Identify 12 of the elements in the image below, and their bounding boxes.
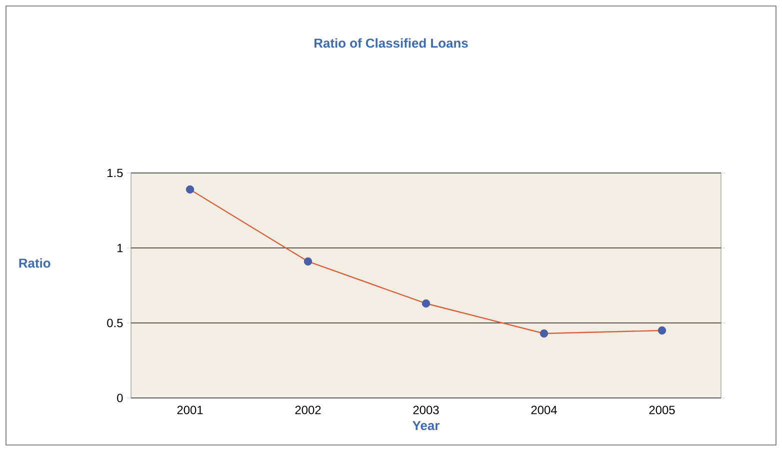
x-tick-label: 2003: [413, 406, 439, 414]
x-tick-label: 2005: [649, 406, 675, 414]
x-axis-title: Year: [412, 421, 440, 430]
y-tick-label: 0: [117, 394, 123, 402]
chart-title: Ratio of Classified Loans: [314, 38, 468, 48]
x-tick-label: 2004: [531, 406, 557, 414]
y-axis-title: Ratio: [19, 258, 50, 268]
y-tick-label: 1: [117, 244, 123, 252]
y-tick-label: 0.5: [107, 318, 123, 328]
x-tick-label: 2001: [177, 406, 203, 414]
x-tick-label: 2002: [295, 406, 321, 414]
y-tick-label: 1.5: [108, 168, 123, 178]
